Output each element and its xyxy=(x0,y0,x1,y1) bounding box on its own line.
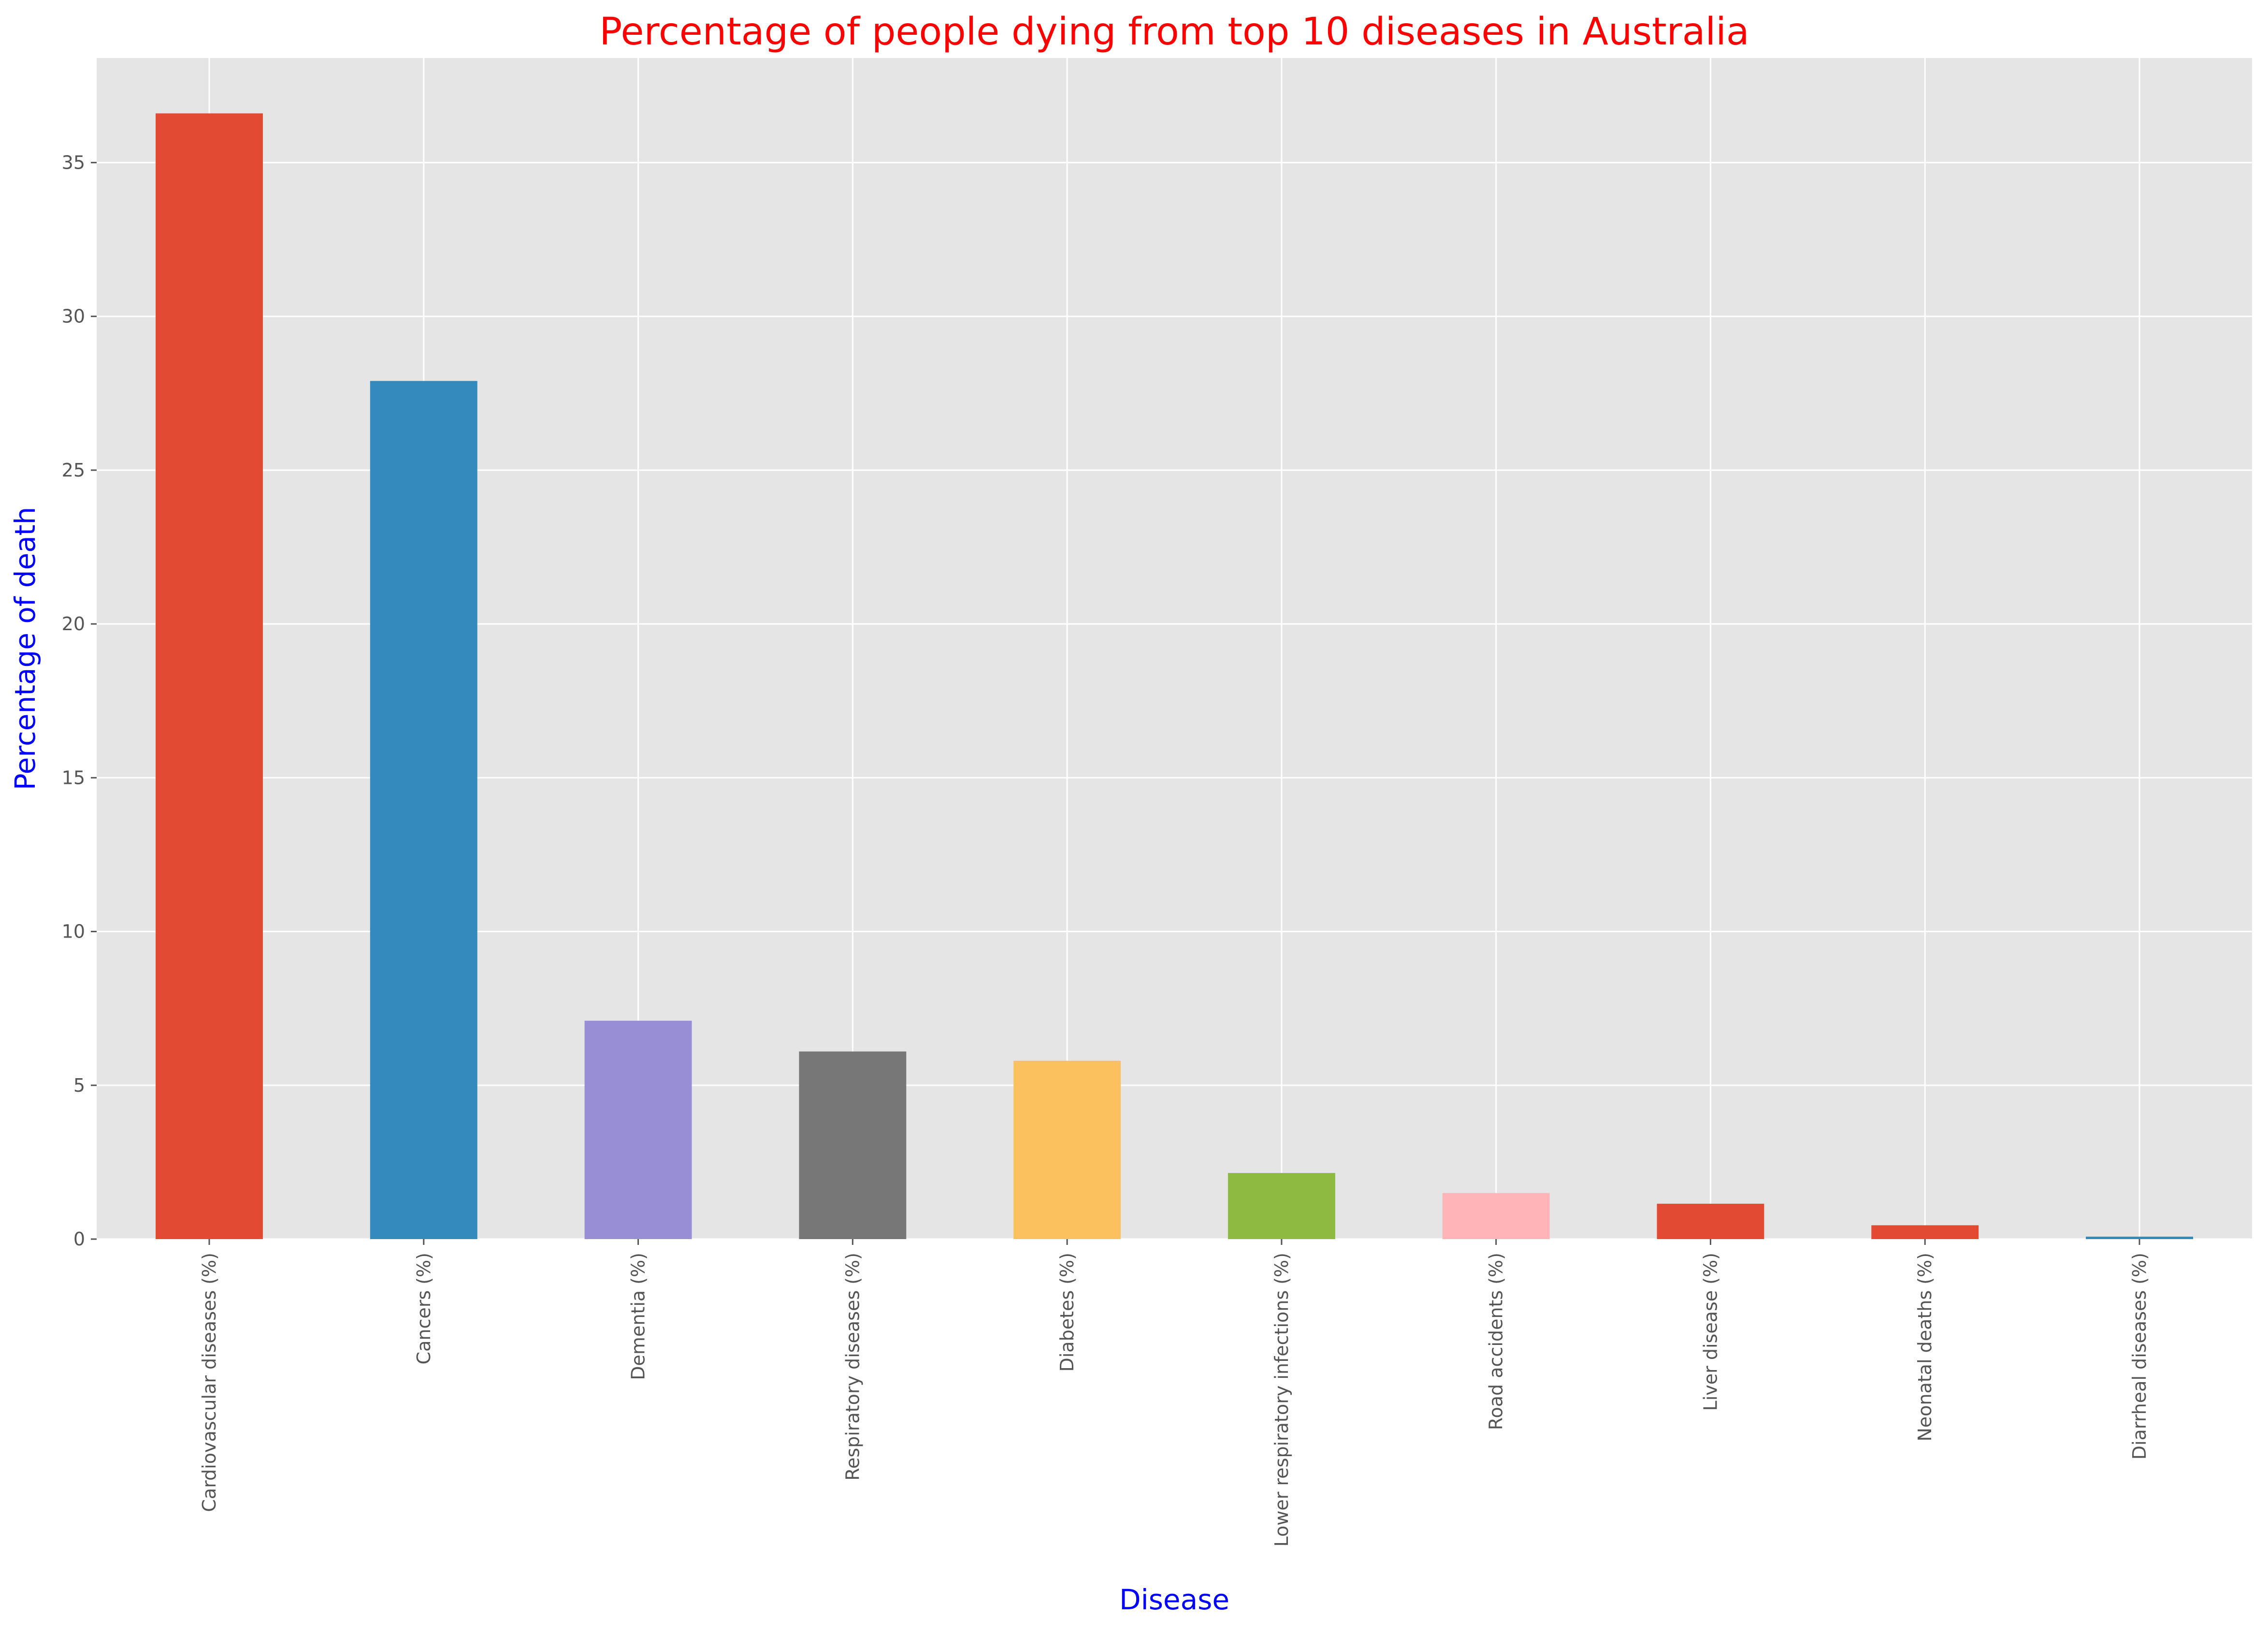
bar-0 xyxy=(156,113,263,1239)
y-tick-label-2: 10 xyxy=(62,921,85,942)
x-tick-label-0: Cardiovascular diseases (%) xyxy=(199,1253,220,1512)
bar-5 xyxy=(1228,1173,1335,1239)
bar-4 xyxy=(1013,1060,1121,1239)
chart-title: Percentage of people dying from top 10 d… xyxy=(599,10,1749,54)
bar-1 xyxy=(370,381,477,1239)
x-tick-label-3: Respiratory diseases (%) xyxy=(842,1253,863,1481)
y-tick-label-5: 25 xyxy=(62,460,85,481)
y-tick-label-0: 0 xyxy=(73,1228,85,1250)
x-tick-label-7: Liver disease (%) xyxy=(1700,1253,1721,1411)
bar-3 xyxy=(799,1051,907,1239)
x-tick-label-9: Diarrheal diseases (%) xyxy=(2129,1253,2150,1459)
bar-9 xyxy=(2086,1236,2193,1239)
x-axis-ticks: Cardiovascular diseases (%) Cancers (%) De… xyxy=(199,1239,2150,1547)
y-tick-label-6: 30 xyxy=(62,306,85,327)
y-tick-label-1: 5 xyxy=(73,1075,85,1096)
x-tick-label-5: Lower respiratory infections (%) xyxy=(1271,1253,1292,1547)
bar-2 xyxy=(584,1021,692,1239)
y-axis-label: Percentage of death xyxy=(9,507,42,791)
x-tick-label-2: Dementia (%) xyxy=(628,1253,649,1380)
bar-6 xyxy=(1442,1193,1550,1239)
x-tick-label-1: Cancers (%) xyxy=(413,1253,434,1364)
y-axis-ticks: 0 5 10 15 20 25 30 35 xyxy=(62,152,97,1250)
x-tick-label-8: Neonatal deaths (%) xyxy=(1914,1253,1936,1442)
x-axis-label: Disease xyxy=(1119,1583,1229,1616)
bar-7 xyxy=(1657,1203,1764,1239)
bars xyxy=(156,113,2193,1239)
bar-8 xyxy=(1871,1225,1979,1239)
x-tick-label-4: Diabetes (%) xyxy=(1056,1253,1078,1372)
y-tick-label-3: 15 xyxy=(62,767,85,788)
y-tick-label-4: 20 xyxy=(62,613,85,635)
y-tick-label-7: 35 xyxy=(62,152,85,173)
x-tick-label-6: Road accidents (%) xyxy=(1486,1253,1507,1430)
